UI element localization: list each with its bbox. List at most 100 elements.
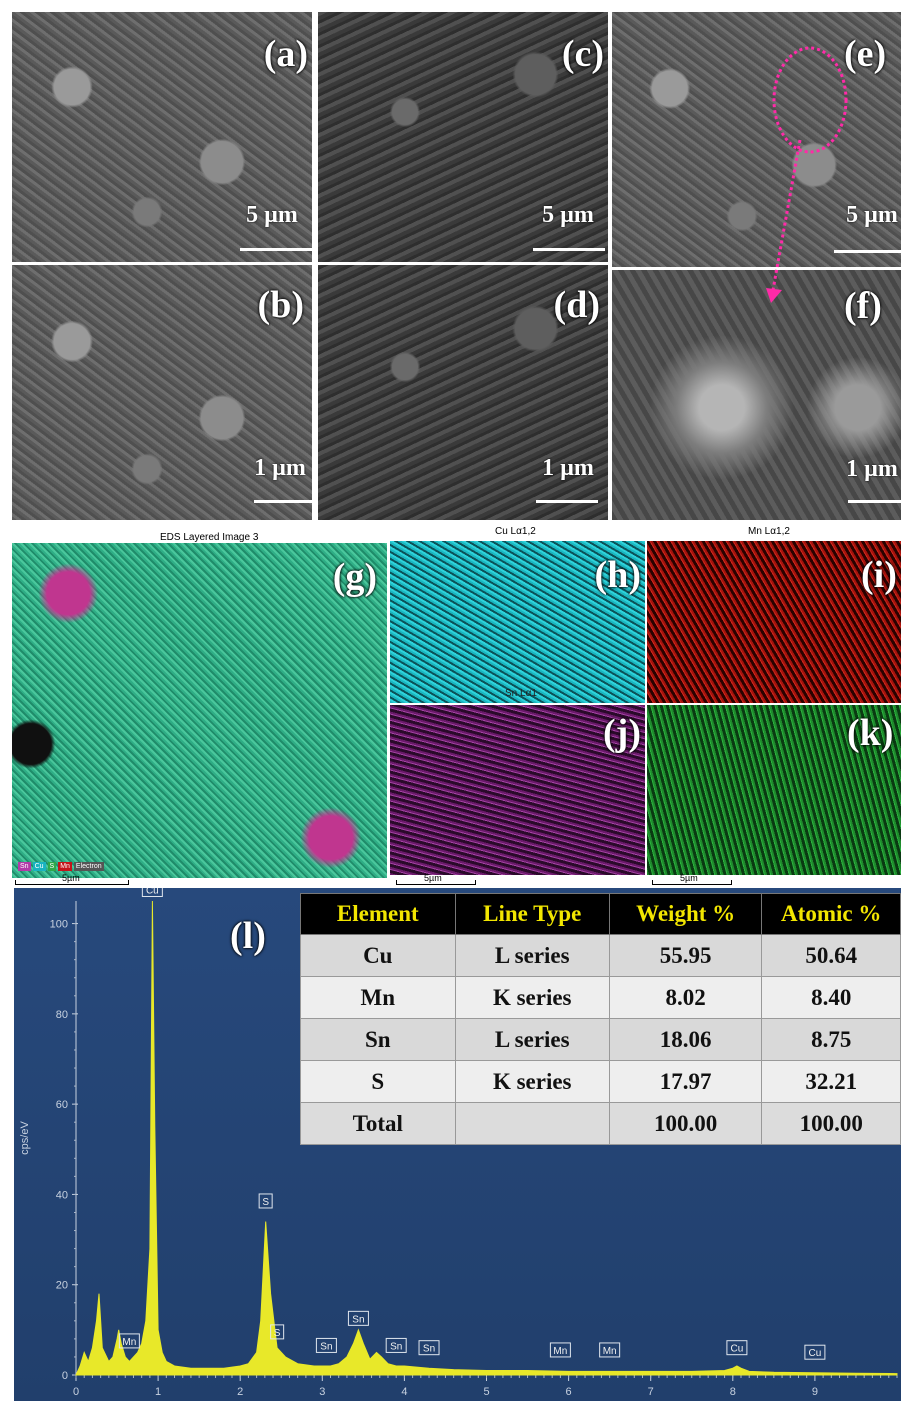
- s-map: (k): [647, 705, 901, 875]
- scale-label-d: 1 µm: [542, 455, 594, 481]
- scale-bar-e: [834, 250, 901, 253]
- x-tick-label: 3: [319, 1386, 325, 1398]
- table-row-total: Total 100.00 100.00: [300, 1102, 901, 1145]
- table-cell: 50.64: [761, 934, 901, 977]
- y-tick-label: 0: [62, 1370, 68, 1382]
- mn-map: (i): [647, 541, 901, 703]
- peak-label-box: [347, 1310, 369, 1326]
- peak-label-box: [270, 1324, 285, 1340]
- y-tick-label: 60: [56, 1099, 68, 1111]
- sem-image-e: (e) 5 µm: [612, 12, 901, 267]
- table-cell: 100.00: [608, 1102, 763, 1145]
- eds-layered-image: (g): [12, 543, 387, 878]
- y-axis-label: cps/eV: [19, 1121, 31, 1155]
- table-cell: 18.06: [608, 1018, 763, 1061]
- peak-label-box: [258, 1193, 273, 1209]
- x-tick-label: 9: [812, 1386, 818, 1398]
- panel-label-i: (i): [861, 554, 897, 596]
- legend-electron: Electron: [73, 862, 104, 871]
- eds-scale-label-k: 5µm: [680, 873, 698, 883]
- eds-scale-bar-k: [652, 880, 732, 885]
- sem-image-d: (d) 1 µm: [318, 265, 608, 520]
- peak-label-sn: Sn: [390, 1341, 402, 1352]
- highlight-ellipse: [772, 46, 848, 154]
- sem-image-f: (f) 1 µm: [612, 270, 901, 520]
- sem-image-c: (c) 5 µm: [318, 12, 608, 262]
- table-cell: S: [300, 1060, 456, 1103]
- scale-bar-d: [536, 500, 598, 503]
- table-row: Sn L series 18.06 8.75: [300, 1018, 901, 1061]
- table-cell: 8.40: [761, 976, 901, 1019]
- sem-image-b: (b) 1 µm: [12, 265, 312, 520]
- legend-s: S: [47, 862, 57, 871]
- legend-sn: Sn: [18, 862, 31, 871]
- spectrum-trace: [75, 900, 898, 1376]
- panel-label-b: (b): [257, 284, 304, 326]
- panel-label-g: (g): [332, 556, 377, 598]
- y-tick-label: 20: [56, 1280, 68, 1292]
- eds-scale-bar-j: [396, 880, 476, 885]
- table-cell: Cu: [300, 934, 456, 977]
- panel-label-h: (h): [594, 554, 641, 596]
- x-tick-label: 1: [155, 1386, 161, 1398]
- table-cell: L series: [454, 1018, 610, 1061]
- legend-mn: Mn: [58, 862, 72, 871]
- panel-label-e: (e): [844, 33, 887, 75]
- x-tick-label: 6: [566, 1386, 572, 1398]
- table-cell: [454, 1102, 610, 1145]
- panel-label-f: (f): [844, 285, 882, 327]
- y-tick-label: 100: [50, 919, 68, 931]
- peak-label-mn: Mn: [122, 1337, 136, 1348]
- table-header-row: Element Line Type Weight % Atomic %: [300, 893, 901, 935]
- table-cell: 17.97: [608, 1060, 763, 1103]
- peak-label-sn: Sn: [352, 1314, 364, 1325]
- table-cell: Sn: [300, 1018, 456, 1061]
- x-tick-label: 8: [730, 1386, 736, 1398]
- table-cell: K series: [454, 1060, 610, 1103]
- sn-map-title: Sn Lα1: [505, 688, 537, 699]
- table-row: Mn K series 8.02 8.40: [300, 976, 901, 1019]
- peak-label-box: [549, 1342, 571, 1358]
- peak-label-cu: Cu: [731, 1344, 744, 1355]
- peak-label-mn: Mn: [553, 1346, 567, 1357]
- panel-label-a: (a): [263, 33, 308, 75]
- scale-label-a: 5 µm: [246, 202, 298, 228]
- column-header-atomic: Atomic %: [761, 893, 901, 935]
- eds-scale-label-j: 5µm: [424, 873, 442, 883]
- scale-bar-b: [254, 500, 312, 503]
- table-cell: 100.00: [761, 1102, 901, 1145]
- table-row: Cu L series 55.95 50.64: [300, 934, 901, 977]
- x-tick-label: 7: [648, 1386, 654, 1398]
- x-tick-label: 5: [483, 1386, 489, 1398]
- peak-label-box: [804, 1344, 826, 1360]
- eds-legend: Sn Cu S Mn Electron: [18, 862, 104, 871]
- panel-label-d: (d): [553, 284, 600, 326]
- table-cell: Mn: [300, 976, 456, 1019]
- table-row: S K series 17.97 32.21: [300, 1060, 901, 1103]
- panel-label-k: (k): [847, 712, 894, 754]
- table-cell: 55.95: [608, 934, 763, 977]
- peak-label-cu: Cu: [146, 888, 159, 896]
- scale-bar-c: [533, 248, 605, 251]
- eds-layered-title: EDS Layered Image 3: [160, 532, 259, 543]
- table-cell: 8.75: [761, 1018, 901, 1061]
- sem-image-a: (a) 5 µm: [12, 12, 312, 262]
- legend-cu: Cu: [32, 862, 46, 871]
- scale-bar-f: [848, 500, 901, 503]
- peak-label-box: [726, 1340, 748, 1356]
- peak-label-cu: Cu: [809, 1348, 822, 1359]
- table-cell: Total: [300, 1102, 456, 1145]
- panel-label-c: (c): [561, 33, 604, 75]
- column-header-line-type: Line Type: [454, 893, 610, 935]
- peak-label-box: [315, 1337, 337, 1353]
- peak-label-box: [418, 1340, 440, 1356]
- panel-label-l: (l): [230, 915, 266, 957]
- scale-label-e: 5 µm: [846, 202, 898, 228]
- peak-label-s: S: [262, 1197, 269, 1208]
- scale-label-c: 5 µm: [542, 202, 594, 228]
- column-header-weight: Weight %: [608, 893, 763, 935]
- table-cell: 8.02: [608, 976, 763, 1019]
- peak-label-box: [385, 1337, 407, 1353]
- column-header-element: Element: [300, 893, 456, 935]
